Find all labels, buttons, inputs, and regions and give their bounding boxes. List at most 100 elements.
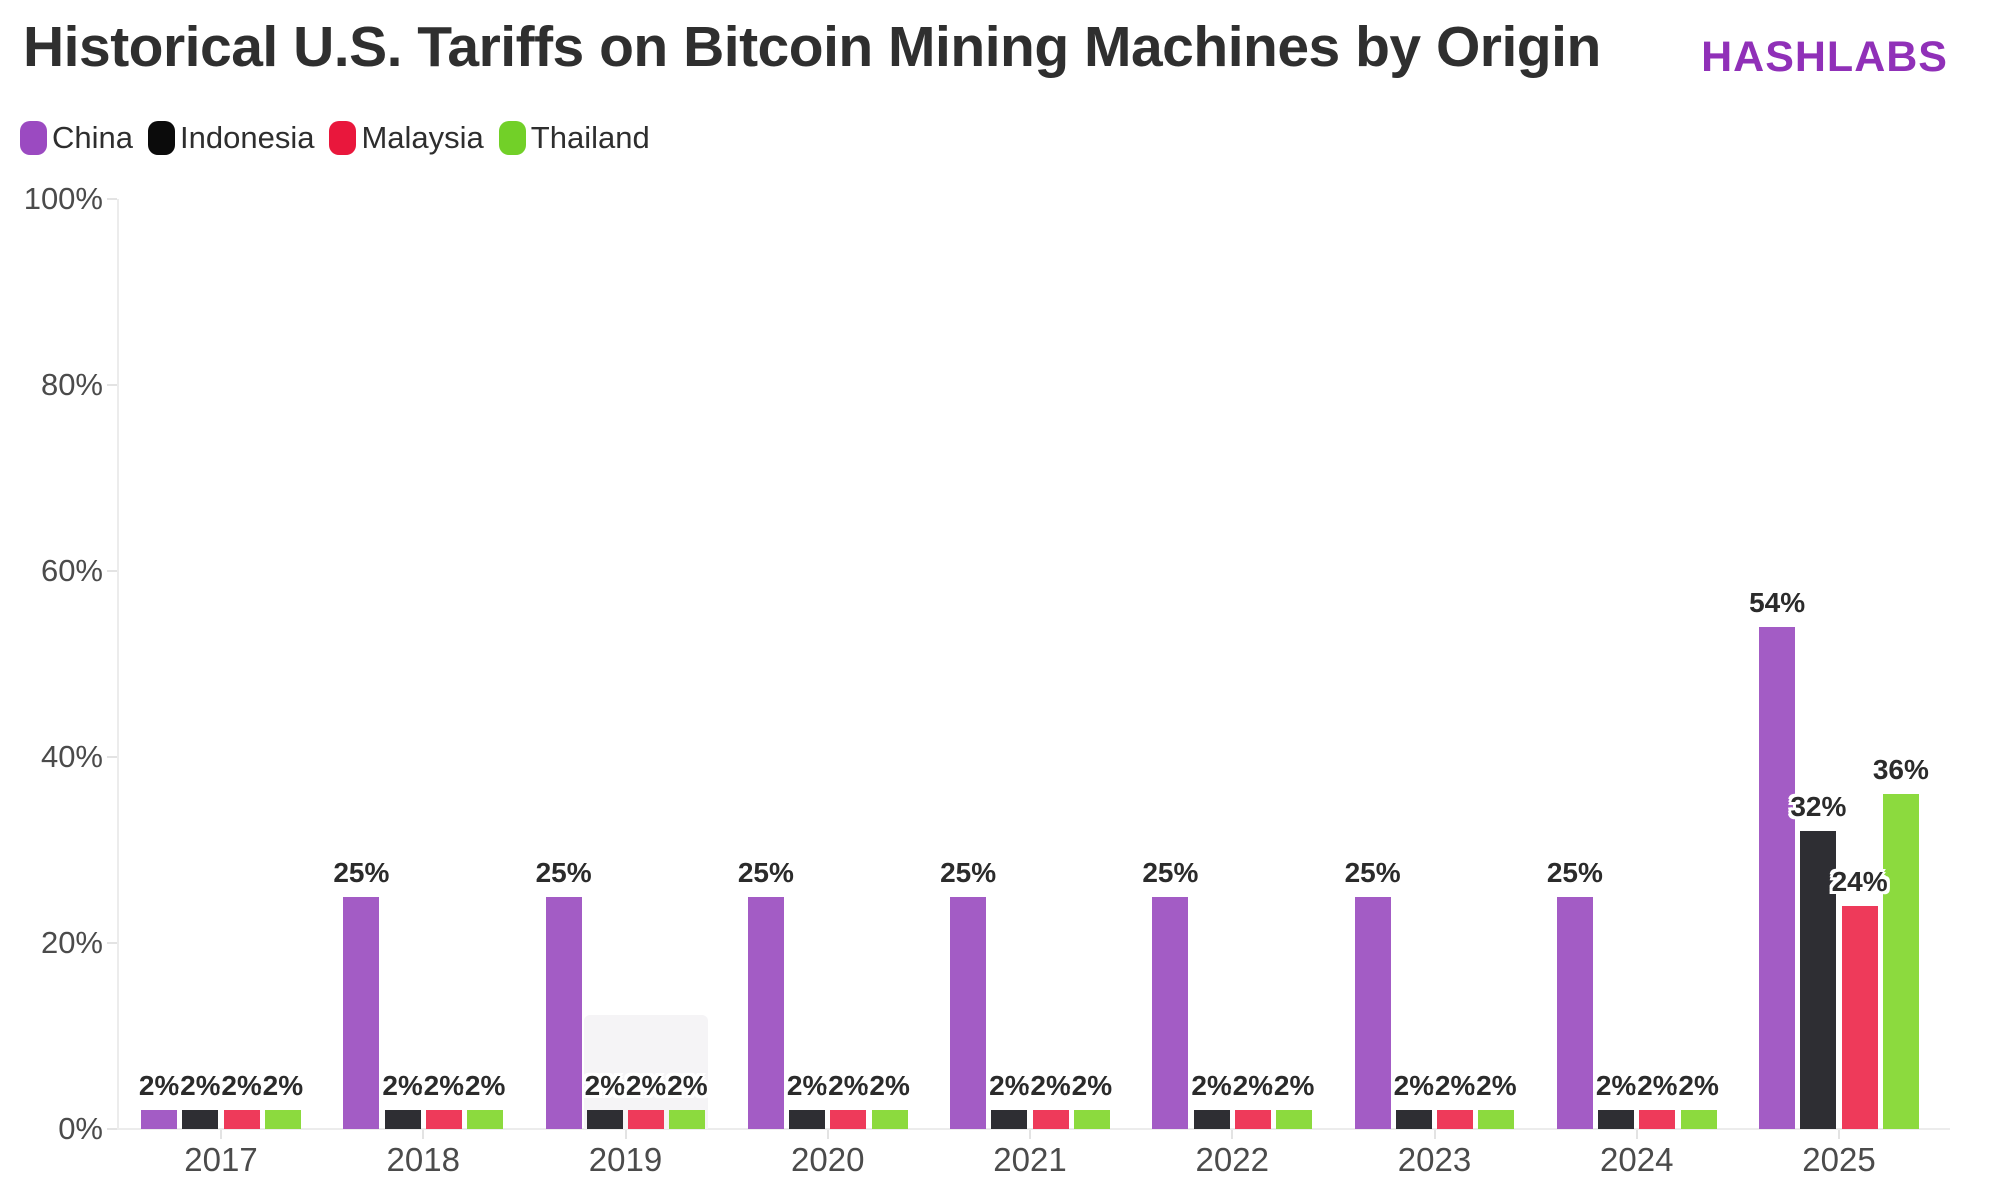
y-axis-tick-label: 20% <box>40 925 103 960</box>
bar-thailand-2018[interactable] <box>467 1110 504 1129</box>
x-axis-tick-label: 2017 <box>184 1141 258 1178</box>
x-axis-tick-label: 2020 <box>791 1141 865 1178</box>
bar-indonesia-2022[interactable] <box>1193 1110 1230 1129</box>
bar-value-label: 25% <box>1344 856 1401 888</box>
bar-value-label: 2% <box>1232 1070 1274 1102</box>
legend-swatch-malaysia <box>329 121 357 155</box>
bar-china-2021[interactable] <box>950 896 987 1129</box>
bar-china-2023[interactable] <box>1354 896 1391 1129</box>
bar-value-label: 2% <box>180 1070 221 1102</box>
legend-item-malaysia[interactable]: Malaysia <box>329 120 484 156</box>
bar-thailand-2021[interactable] <box>1073 1110 1110 1129</box>
x-tick <box>624 1130 627 1139</box>
bar-thailand-2023[interactable] <box>1478 1110 1515 1129</box>
legend-swatch-china <box>20 121 47 155</box>
bar-malaysia-2017[interactable] <box>223 1110 260 1129</box>
bar-china-2022[interactable] <box>1152 896 1189 1129</box>
bar-indonesia-2019[interactable] <box>586 1110 623 1129</box>
bar-value-label: 2% <box>262 1070 304 1102</box>
x-tick <box>1029 1130 1031 1139</box>
bar-malaysia-2023[interactable] <box>1437 1110 1474 1129</box>
hover-highlight-band <box>583 1015 709 1129</box>
bar-indonesia-2023[interactable] <box>1395 1110 1432 1129</box>
bar-thailand-2017[interactable] <box>264 1110 301 1129</box>
bar-value-label: 2% <box>1191 1070 1232 1102</box>
bar-value-label: 25% <box>1546 856 1603 888</box>
y-axis-line <box>117 199 119 1129</box>
bar-value-label: 32% <box>1790 791 1847 823</box>
bar-malaysia-2022[interactable] <box>1234 1110 1271 1129</box>
bar-value-label: 2% <box>1476 1070 1517 1102</box>
bar-value-label: 2% <box>1273 1070 1315 1102</box>
x-tick <box>1838 1130 1840 1139</box>
bar-thailand-2025[interactable] <box>1882 794 1919 1129</box>
bar-indonesia-2024[interactable] <box>1598 1110 1635 1129</box>
bar-thailand-2020[interactable] <box>871 1110 908 1129</box>
bar-value-label: 25% <box>940 856 997 888</box>
bar-thailand-2022[interactable] <box>1276 1110 1313 1129</box>
bar-value-label: 2% <box>423 1070 465 1102</box>
bar-value-label: 2% <box>1393 1070 1435 1102</box>
bar-china-2024[interactable] <box>1556 896 1593 1129</box>
bar-malaysia-2020[interactable] <box>830 1110 867 1129</box>
bar-value-label: 2% <box>1595 1070 1637 1102</box>
bar-indonesia-2017[interactable] <box>182 1110 219 1129</box>
bar-malaysia-2024[interactable] <box>1639 1110 1676 1129</box>
legend-label: Indonesia <box>180 120 315 155</box>
bar-malaysia-2021[interactable] <box>1032 1110 1069 1129</box>
bar-value-label: 36% <box>1872 754 1929 786</box>
bar-value-label: 2% <box>464 1070 506 1102</box>
bar-indonesia-2018[interactable] <box>384 1110 421 1129</box>
x-axis-tick-label: 2023 <box>1397 1141 1472 1178</box>
y-tick <box>107 756 117 758</box>
bar-china-2025[interactable] <box>1759 626 1796 1129</box>
x-axis-tick-label: 2019 <box>588 1141 663 1178</box>
bar-value-label: 54% <box>1749 586 1806 618</box>
y-axis-tick-label: 80% <box>40 367 103 402</box>
bar-indonesia-2020[interactable] <box>789 1110 826 1129</box>
legend-label: Thailand <box>530 120 650 155</box>
legend-swatch-thailand <box>498 121 526 155</box>
bar-malaysia-2018[interactable] <box>425 1110 462 1129</box>
bar-value-label: 2% <box>1434 1070 1476 1102</box>
bar-malaysia-2025[interactable] <box>1841 905 1878 1129</box>
bar-malaysia-2019[interactable] <box>628 1110 665 1129</box>
bar-indonesia-2025[interactable] <box>1800 831 1837 1129</box>
legend-item-indonesia[interactable]: Indonesia <box>148 120 314 156</box>
legend-label: Malaysia <box>361 120 484 155</box>
bar-indonesia-2021[interactable] <box>991 1110 1028 1129</box>
legend-item-thailand[interactable]: Thailand <box>498 120 650 156</box>
bar-china-2017[interactable] <box>141 1110 178 1129</box>
bar-thailand-2019[interactable] <box>669 1110 706 1129</box>
bar-value-label: 2% <box>138 1070 180 1102</box>
x-axis-line <box>117 1128 1950 1130</box>
bar-value-label: 2% <box>786 1070 828 1102</box>
bar-value-label: 25% <box>1142 856 1199 888</box>
bar-value-label: 2% <box>221 1070 262 1102</box>
bar-china-2020[interactable] <box>747 896 784 1129</box>
page-title: Historical U.S. Tariffs on Bitcoin Minin… <box>23 15 1601 79</box>
bar-thailand-2024[interactable] <box>1680 1110 1717 1129</box>
bar-value-label: 2% <box>1071 1070 1113 1102</box>
bar-value-label: 25% <box>333 856 390 888</box>
bar-value-label: 24% <box>1831 865 1888 897</box>
chart-header: Historical U.S. Tariffs on Bitcoin Minin… <box>0 0 2000 100</box>
x-tick <box>1433 1130 1436 1139</box>
x-tick <box>1635 1130 1638 1139</box>
x-axis-tick-label: 2022 <box>1195 1141 1269 1178</box>
y-axis-tick-label: 40% <box>40 739 103 774</box>
bar-china-2018[interactable] <box>343 896 380 1129</box>
legend-item-china[interactable]: China <box>20 120 133 156</box>
legend: China Indonesia Malaysia Thailand <box>20 119 650 157</box>
y-tick <box>107 384 117 386</box>
y-tick <box>107 198 117 200</box>
y-tick <box>107 570 117 572</box>
x-tick <box>1231 1130 1234 1139</box>
x-axis-tick-label: 2021 <box>993 1141 1067 1178</box>
bar-value-label: 2% <box>667 1070 708 1102</box>
bar-china-2019[interactable] <box>545 896 582 1129</box>
bar-value-label: 2% <box>382 1070 423 1102</box>
brand-logo: HASHLABS <box>1701 33 1948 81</box>
y-tick <box>107 942 117 944</box>
x-axis-tick-label: 2018 <box>386 1141 460 1178</box>
